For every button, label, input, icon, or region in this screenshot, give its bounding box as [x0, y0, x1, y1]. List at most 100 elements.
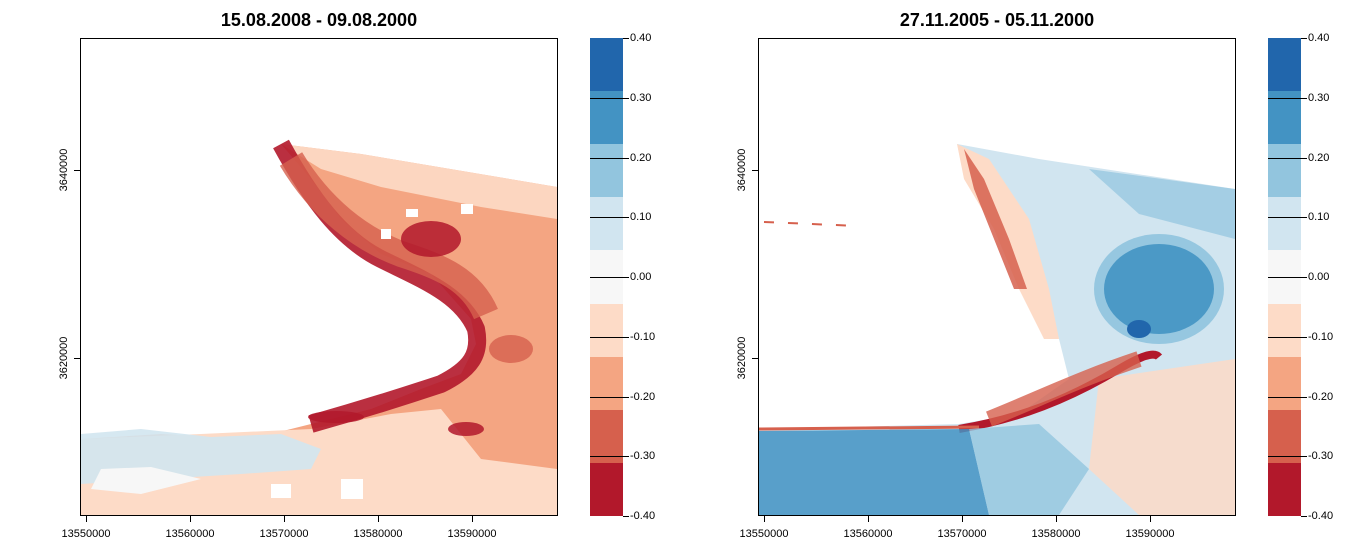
colorbar-swatch: [1268, 250, 1301, 304]
colorbar-break-line: [1268, 157, 1301, 159]
colorbar-label: -0.20: [630, 390, 656, 403]
difference-raster: [81, 139, 557, 515]
colorbar-tick-mark: [1301, 217, 1307, 219]
no-data-gap: [271, 484, 291, 498]
colorbar-right: [1268, 38, 1301, 516]
x-tick-mark: [962, 516, 963, 522]
x-tick-label: 13550000: [61, 528, 111, 540]
change-area-light-blue: [1089, 169, 1235, 239]
x-tick-mark: [284, 516, 285, 522]
colorbar-tick-mark: [623, 277, 629, 278]
colorbar-swatch: [1268, 197, 1301, 251]
colorbar-swatch: [590, 91, 623, 145]
panel-title: 15.08.2008 - 09.08.2000: [220, 10, 418, 30]
x-tick-mark: [764, 516, 765, 522]
colorbar-label: -0.20: [1308, 390, 1334, 403]
change-area-strong-blue: [1127, 320, 1151, 338]
colorbar-label: -0.10: [1308, 330, 1334, 343]
colorbar-break-line: [590, 396, 623, 398]
colorbar-tick-mark: [623, 456, 629, 458]
x-tick-label: 13560000: [843, 528, 893, 540]
colorbar-label: -0.30: [1308, 450, 1334, 463]
change-area-mid-blue: [759, 429, 989, 515]
x-tick-label: 13590000: [1125, 528, 1175, 540]
colorbar-swatch: [590, 409, 623, 463]
no-data-gap: [341, 479, 363, 499]
colorbar-break-line: [590, 217, 623, 219]
colorbar-swatch: [590, 197, 623, 251]
colorbar-swatch: [590, 303, 623, 357]
x-tick-label: 13580000: [353, 528, 403, 540]
change-area-mid-blue: [1104, 244, 1214, 334]
colorbar-break-line: [1268, 456, 1301, 458]
y-tick-label: 3640000: [58, 148, 70, 192]
colorbar-tick-mark: [623, 396, 629, 398]
colorbar-tick-mark: [1301, 516, 1307, 517]
y-tick-label: 3640000: [736, 148, 748, 192]
x-tick-mark: [190, 516, 191, 522]
x-tick-mark: [472, 516, 473, 522]
x-tick-mark: [868, 516, 869, 522]
no-data-gap: [406, 209, 418, 217]
change-line-red: [763, 221, 860, 227]
colorbar-break-line: [1268, 336, 1301, 338]
change-patch-strong-red: [401, 221, 461, 257]
colorbar-tick-mark: [1301, 157, 1307, 159]
change-area-pale-red-south: [81, 409, 557, 515]
colorbar-label: 0.20: [630, 151, 652, 164]
colorbar-break-line: [590, 456, 623, 458]
colorbar-tick-mark: [1301, 456, 1307, 458]
change-area-mid-red: [964, 149, 1027, 289]
colorbar-tick-mark: [623, 336, 629, 338]
colorbar-label: 0.30: [630, 91, 652, 104]
colorbar-label: -0.10: [630, 330, 656, 343]
colorbar-label: -0.40: [1308, 510, 1334, 522]
colorbar-swatch: [1268, 303, 1301, 357]
colorbar-tick-mark: [1301, 38, 1307, 39]
y-tick-mark: [74, 170, 80, 171]
y-tick-mark: [74, 358, 80, 359]
difference-raster: [759, 144, 1235, 515]
colorbar-label: -0.40: [630, 510, 656, 522]
colorbar-tick-mark: [623, 516, 629, 517]
colorbar-break-line: [1268, 396, 1301, 398]
colorbar-swatch: [1268, 356, 1301, 410]
x-tick-mark: [1056, 516, 1057, 522]
colorbar-break-line: [590, 157, 623, 159]
change-area-mid-red: [759, 425, 980, 431]
x-tick-mark: [86, 516, 87, 522]
raster-map: [80, 38, 558, 516]
colorbar-label: 0.40: [630, 32, 652, 44]
colorbar-break-line: [590, 336, 623, 338]
change-area-pale-red: [281, 144, 557, 219]
colorbar-label: 0.40: [1308, 32, 1330, 44]
colorbar-label: -0.30: [630, 450, 656, 463]
colorbar-swatch: [590, 144, 623, 198]
map-panel-right: 27.11.2005 - 05.11.2000 135: [678, 0, 1356, 556]
colorbar-label: 0.10: [1308, 211, 1330, 224]
colorbar-label: 0.30: [1308, 91, 1330, 104]
x-tick-label: 13560000: [165, 528, 215, 540]
x-tick-label: 13570000: [937, 528, 987, 540]
colorbar-left: [590, 38, 623, 516]
x-tick-label: 13570000: [259, 528, 309, 540]
colorbar-swatch: [1268, 38, 1301, 92]
colorbar-swatch: [1268, 91, 1301, 145]
colorbar-tick-mark: [1301, 277, 1307, 278]
colorbar-break-line: [1268, 277, 1301, 278]
colorbar-swatch: [1268, 462, 1301, 516]
change-area-light-blue: [969, 424, 1089, 515]
colorbar-break-line: [590, 277, 623, 278]
colorbar-swatch: [590, 462, 623, 516]
colorbar-swatch: [590, 250, 623, 304]
x-tick-label: 13580000: [1031, 528, 1081, 540]
x-tick-mark: [1150, 516, 1151, 522]
colorbar-tick-mark: [623, 97, 629, 99]
y-tick-mark: [752, 358, 758, 359]
colorbar-tick-mark: [1301, 336, 1307, 338]
y-tick-label: 3620000: [58, 336, 70, 380]
colorbar-tick-mark: [1301, 396, 1307, 398]
change-area-pale-red-south: [1089, 359, 1235, 515]
colorbar-swatch: [1268, 409, 1301, 463]
colorbar-tick-mark: [623, 157, 629, 159]
